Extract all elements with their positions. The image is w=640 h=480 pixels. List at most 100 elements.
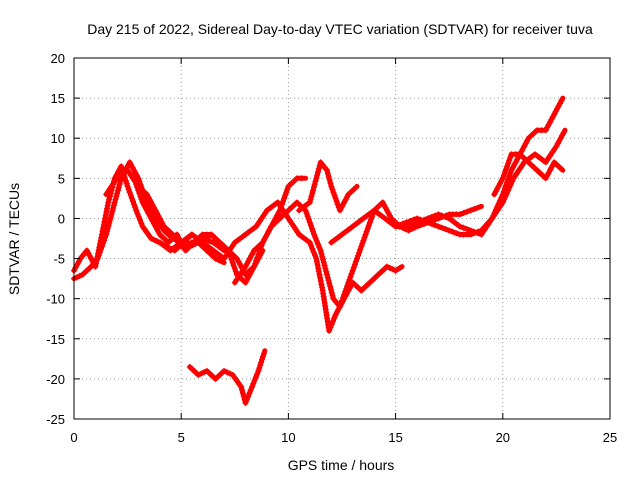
- data-point: [316, 244, 323, 251]
- data-point: [312, 252, 318, 259]
- data-point: [559, 132, 566, 139]
- data-point: [558, 97, 565, 104]
- data-point: [252, 260, 259, 267]
- data-point: [384, 263, 390, 270]
- data-point: [148, 235, 155, 242]
- data-point: [312, 234, 319, 241]
- data-point: [254, 371, 261, 378]
- data-point: [489, 215, 496, 222]
- data-point: [547, 167, 553, 174]
- data-point: [534, 167, 541, 174]
- data-point: [101, 237, 107, 244]
- data-point: [332, 195, 339, 202]
- data-point: [505, 160, 512, 167]
- data-point: [392, 267, 399, 274]
- data-point: [285, 183, 292, 190]
- data-point: [252, 374, 259, 381]
- data-point: [410, 220, 417, 227]
- data-point: [161, 223, 167, 230]
- data-point: [137, 217, 143, 223]
- data-point: [218, 370, 225, 377]
- data-point: [132, 178, 139, 185]
- data-point: [226, 370, 233, 377]
- data-point: [313, 255, 320, 262]
- data-point: [358, 243, 365, 250]
- data-point: [317, 274, 324, 281]
- chart-title: Day 215 of 2022, Sidereal Day-to-day VTE…: [87, 21, 593, 37]
- data-point: [307, 196, 314, 203]
- data-point: [509, 164, 516, 171]
- data-point: [266, 226, 273, 233]
- data-point: [361, 234, 368, 241]
- data-point: [328, 321, 335, 328]
- data-point: [317, 278, 324, 284]
- data-point: [166, 228, 173, 235]
- data-point: [505, 176, 512, 183]
- data-point: [355, 252, 362, 259]
- data-point: [191, 239, 198, 246]
- data-point: [332, 311, 339, 318]
- data-point: [381, 202, 388, 209]
- data-point: [209, 373, 216, 380]
- data-point: [324, 170, 331, 177]
- data-point: [309, 225, 315, 232]
- data-point: [203, 367, 210, 374]
- data-point: [165, 239, 172, 246]
- data-point: [509, 178, 516, 185]
- data-point: [357, 246, 364, 253]
- data-point: [385, 210, 392, 217]
- data-point: [159, 220, 166, 227]
- data-point: [251, 263, 258, 270]
- data-point: [342, 196, 349, 203]
- data-point: [288, 180, 295, 187]
- data-point: [492, 188, 499, 195]
- data-point: [551, 111, 558, 118]
- data-point: [259, 356, 266, 363]
- data-point: [363, 228, 370, 235]
- data-point: [158, 218, 165, 225]
- data-point: [552, 108, 559, 115]
- data-point: [284, 186, 291, 193]
- data-point: [285, 207, 292, 214]
- data-point: [343, 285, 350, 292]
- data-point: [306, 219, 313, 226]
- data-point: [428, 214, 435, 221]
- data-point: [548, 116, 555, 123]
- data-point: [304, 213, 311, 220]
- data-point: [88, 255, 95, 262]
- plot-area: [71, 95, 568, 406]
- data-point: [133, 172, 140, 179]
- data-point: [506, 173, 513, 180]
- data-point: [522, 140, 529, 147]
- data-point: [246, 271, 253, 278]
- data-point: [222, 244, 229, 251]
- data-point: [328, 289, 335, 296]
- data-point: [517, 151, 523, 158]
- data-point: [113, 193, 120, 200]
- data-point: [431, 212, 438, 219]
- data-point: [344, 282, 351, 289]
- data-point: [460, 224, 467, 231]
- data-point: [395, 265, 402, 272]
- data-point: [315, 165, 322, 172]
- data-point: [364, 282, 370, 289]
- data-point: [378, 268, 385, 275]
- data-point: [324, 271, 330, 278]
- data-point: [337, 300, 344, 307]
- data-point: [345, 279, 352, 286]
- data-point: [310, 228, 317, 235]
- data-point: [386, 212, 393, 219]
- data-point: [246, 255, 253, 262]
- data-point: [508, 167, 515, 174]
- data-point: [318, 250, 325, 257]
- data-point: [282, 192, 289, 199]
- data-point: [560, 129, 567, 136]
- data-point: [104, 202, 111, 209]
- data-point: [322, 265, 329, 272]
- data-point: [336, 303, 343, 310]
- data-point: [136, 190, 143, 197]
- data-point: [156, 215, 163, 222]
- plot-frame: [73, 57, 611, 420]
- data-point: [525, 159, 532, 166]
- data-point: [519, 145, 526, 152]
